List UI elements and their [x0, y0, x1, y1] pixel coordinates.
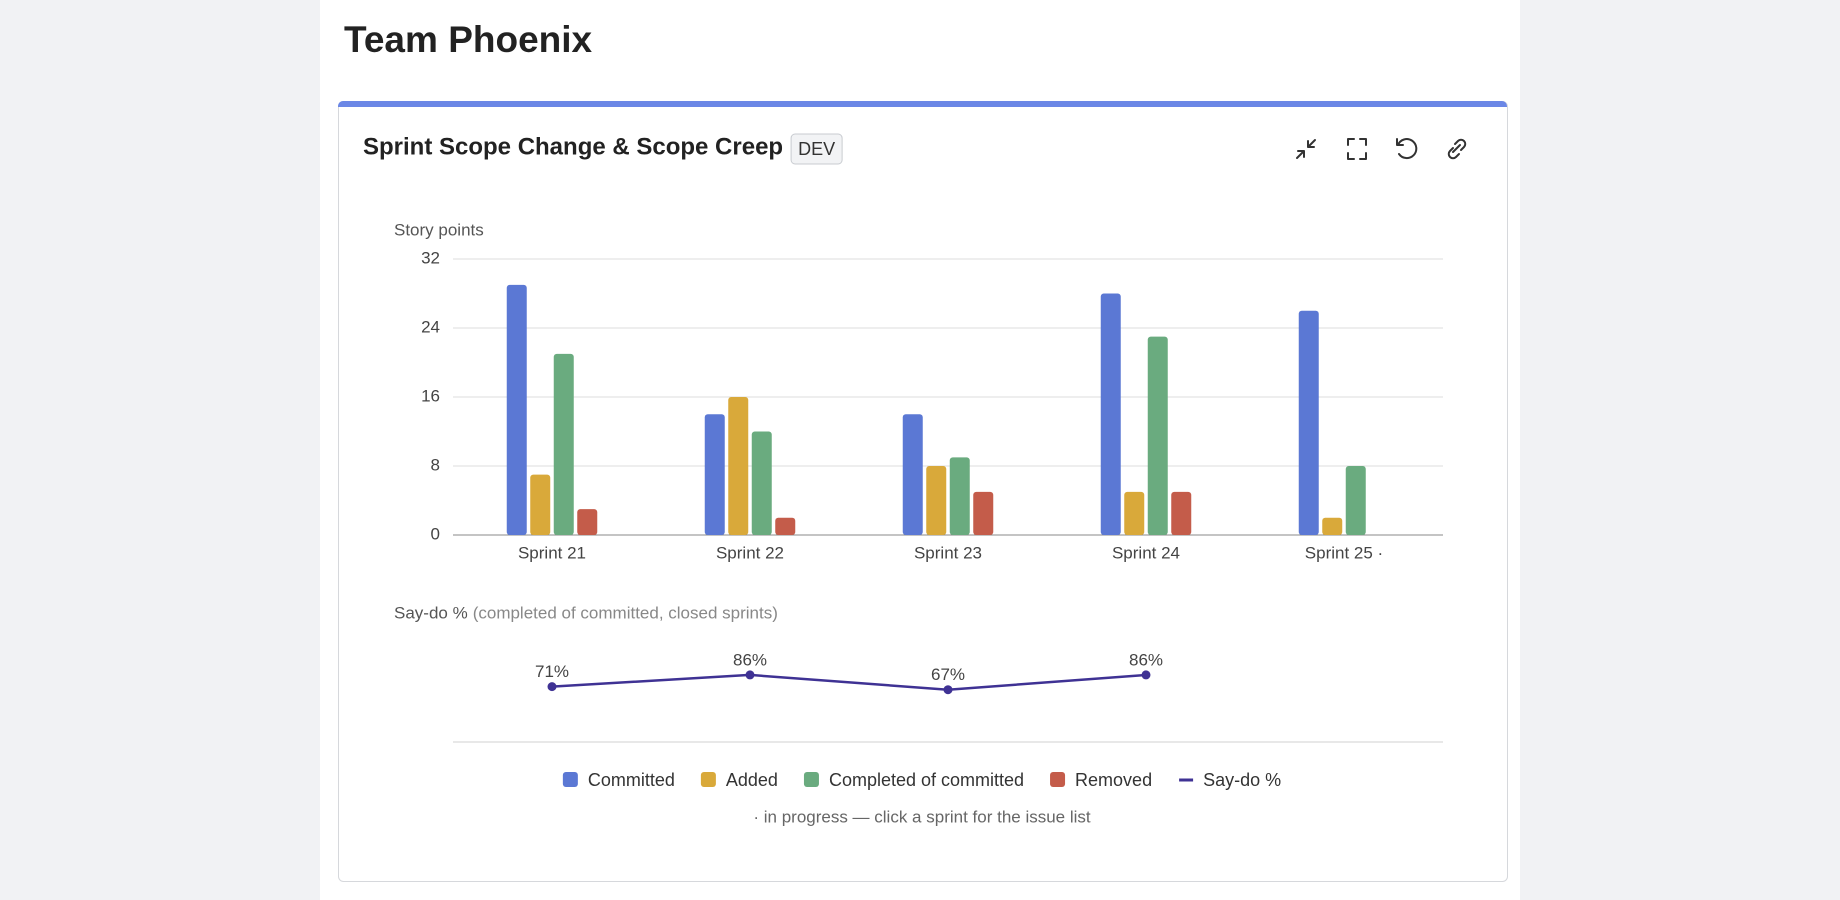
- bar[interactable]: [1124, 491, 1145, 535]
- bar[interactable]: [704, 414, 725, 535]
- say-do-point: [1141, 670, 1151, 680]
- legend: Committed Added Completed of committed Remo…: [562, 770, 1281, 790]
- badge: [790, 133, 843, 165]
- bar[interactable]: [1171, 491, 1192, 535]
- legend-label: Added: [726, 770, 778, 790]
- say-do-label: 67%: [931, 665, 965, 684]
- bar[interactable]: [553, 353, 574, 535]
- y-axis-label: Story points: [394, 220, 484, 239]
- bar[interactable]: [1147, 336, 1168, 535]
- say-do-label: 86%: [1129, 650, 1163, 669]
- y-tick-label: 8: [431, 455, 440, 474]
- bar[interactable]: [775, 517, 796, 535]
- reset-icon: [1396, 138, 1418, 160]
- legend-label: Say-do %: [1203, 770, 1281, 790]
- x-tick-label: Sprint 23: [914, 543, 982, 562]
- legend-key: [562, 772, 578, 787]
- fullscreen-icon: [1347, 138, 1367, 160]
- bar[interactable]: [751, 431, 772, 536]
- reset-button[interactable]: [1392, 135, 1420, 163]
- bar[interactable]: [902, 414, 923, 535]
- say-do-line: [551, 673, 1147, 691]
- card-accent: [338, 101, 1507, 107]
- bar[interactable]: [728, 397, 749, 535]
- legend-key: [700, 772, 716, 787]
- say-do-point: [943, 685, 953, 695]
- y-tick-label: 0: [431, 524, 440, 543]
- button-area[interactable]: [1292, 135, 1320, 163]
- x-tick-label: Sprint 22: [716, 543, 784, 562]
- bar[interactable]: [577, 509, 598, 535]
- say-do-point: [745, 670, 755, 680]
- bar[interactable]: [1345, 466, 1366, 535]
- collapse-button[interactable]: [1292, 135, 1320, 163]
- bar[interactable]: [926, 466, 947, 535]
- legend-label: Committed: [588, 770, 675, 790]
- badge-text: DEV: [798, 139, 835, 159]
- y-tick-label: 24: [421, 317, 440, 336]
- bar[interactable]: [530, 474, 551, 535]
- fullscreen-button[interactable]: [1343, 135, 1371, 163]
- line-subtitle: (completed of committed, closed sprints): [473, 603, 778, 622]
- bar[interactable]: [1322, 517, 1343, 535]
- x-tick-label: Sprint 21: [518, 543, 586, 562]
- bar[interactable]: [506, 284, 527, 535]
- x-tick-label: Sprint 25 ·: [1305, 543, 1383, 562]
- legend-key: [1050, 772, 1066, 787]
- say-do-label: 86%: [733, 650, 767, 669]
- card-title: Sprint Scope Change & Scope Creep: [363, 133, 783, 160]
- bar[interactable]: [949, 457, 970, 535]
- legend-label: Completed of committed: [829, 770, 1024, 790]
- page-title: Team Phoenix: [344, 19, 593, 60]
- legend-label: Removed: [1075, 770, 1152, 790]
- line-title: Say-do %: [394, 603, 468, 622]
- say-do-label: 71%: [535, 662, 569, 681]
- x-tick-label: Sprint 24: [1112, 543, 1180, 562]
- collapse-icon: [1296, 139, 1316, 159]
- link-button[interactable]: [1442, 135, 1470, 163]
- bar[interactable]: [1298, 310, 1319, 535]
- bar[interactable]: [973, 491, 994, 535]
- legend-key: [803, 772, 819, 787]
- footnote: · in progress — click a sprint for the i…: [753, 807, 1091, 826]
- y-tick-label: 32: [421, 248, 440, 267]
- bar[interactable]: [1100, 293, 1121, 536]
- link-icon: [1447, 138, 1467, 160]
- y-tick-label: 16: [421, 386, 440, 405]
- say-do-point: [547, 682, 557, 692]
